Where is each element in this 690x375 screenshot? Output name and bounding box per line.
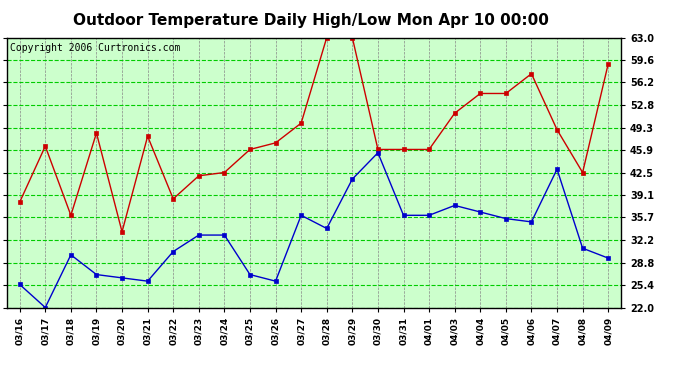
Text: Copyright 2006 Curtronics.com: Copyright 2006 Curtronics.com (10, 43, 180, 53)
Text: Outdoor Temperature Daily High/Low Mon Apr 10 00:00: Outdoor Temperature Daily High/Low Mon A… (72, 13, 549, 28)
